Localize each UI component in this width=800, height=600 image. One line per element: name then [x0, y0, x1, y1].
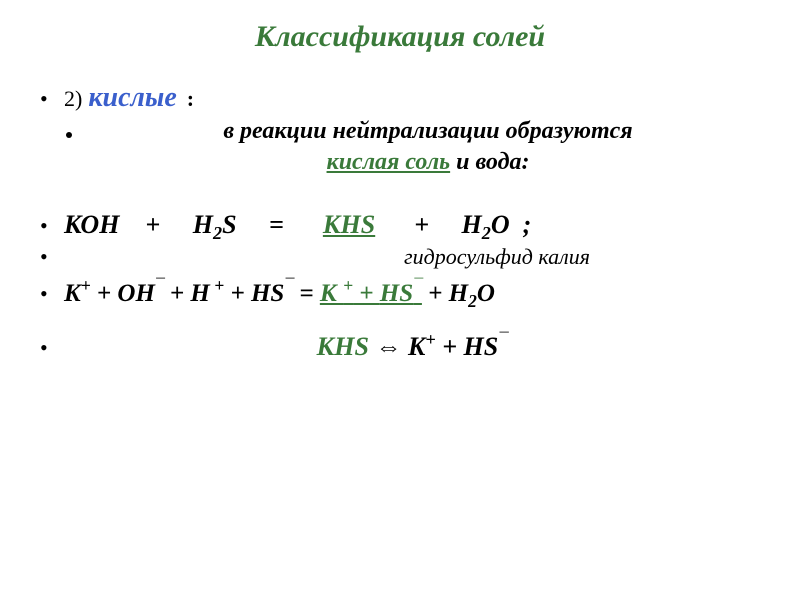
eq1-h2o-h: H: [462, 210, 482, 239]
eq2-plus4: +: [353, 280, 380, 307]
eq1-eq: =: [269, 210, 284, 239]
eq2-plus1: +: [91, 280, 118, 307]
eq1-s: S: [222, 210, 236, 239]
note-text: гидросульфид калия: [64, 244, 760, 270]
eq3-k: K: [408, 332, 425, 361]
eq2-k2: К: [320, 280, 343, 307]
eq1-koh: КОН: [64, 210, 119, 239]
eq3-plus: +: [436, 332, 464, 361]
eq2-k2-charge: +: [343, 276, 353, 296]
intro-water: и вода:: [450, 149, 529, 175]
eq3-arrow: ⇔: [369, 332, 408, 361]
section-number: 2): [64, 86, 82, 112]
eq2-plus5: +: [422, 280, 449, 307]
eq2-k-charge: +: [81, 276, 91, 296]
eq2-h: H: [190, 280, 209, 307]
equation-3: КНS ⇔ K+ + HS¯: [64, 332, 760, 362]
equation-1-line: • КОН + H2S = КНS + H2O ;: [40, 210, 760, 240]
intro-salt: кислая соль: [327, 149, 451, 175]
slide: Классификация солей • 2) кислые : в реак…: [0, 0, 800, 600]
note-line: • гидросульфид калия: [40, 244, 760, 270]
bullet-icon: •: [40, 213, 64, 239]
equation-1: КОН + H2S = КНS + H2O ;: [64, 210, 531, 240]
eq2-plus3: +: [224, 280, 251, 307]
eq1-semi: ;: [523, 210, 532, 239]
eq1-plus2: +: [414, 210, 429, 239]
intro-line-2: кислая соль и вода:: [40, 149, 760, 176]
bullet-icon: •: [40, 335, 64, 361]
eq1-h: H: [193, 210, 213, 239]
intro-text-2: кислая соль и вода:: [96, 149, 760, 176]
equation-2-line: • K+ + OH¯ + H + + HS¯ = К + + HS¯ + H2O: [40, 280, 760, 308]
intro-text-1: в реакции нейтрализации образуются: [96, 118, 760, 145]
eq2-hs2: HS: [380, 280, 413, 307]
section-colon: :: [187, 86, 194, 112]
bullet-icon: •: [40, 86, 64, 112]
eq3-k-charge: +: [425, 329, 435, 349]
eq1-h2o-sub: 2: [482, 223, 491, 243]
equation-3-line: • КНS ⇔ K+ + HS¯: [40, 332, 760, 362]
eq2-k: K: [64, 280, 81, 307]
sub-bullet-icon: [40, 132, 96, 138]
section-line: • 2) кислые :: [40, 82, 760, 114]
eq2-h-charge: +: [210, 276, 224, 296]
eq1-plus1: +: [145, 210, 160, 239]
equation-2: K+ + OH¯ + H + + HS¯ = К + + HS¯ + H2O: [64, 280, 495, 308]
eq1-khs: КНS: [323, 210, 375, 239]
eq1-h2o-o: O: [491, 210, 510, 239]
eq1-h2-sub: 2: [213, 223, 222, 243]
eq2-oh: OH: [117, 280, 155, 307]
eq2-hs-charge: ¯: [284, 276, 293, 296]
eq3-hs: HS: [464, 332, 499, 361]
slide-title: Классификация солей: [40, 20, 760, 54]
eq2-h2o-o: O: [477, 280, 495, 307]
eq2-hs2-charge: ¯: [413, 276, 422, 296]
section-label: кислые: [88, 82, 176, 114]
eq3-hs-charge: ¯: [498, 329, 507, 349]
eq2-h2o-h: H: [449, 280, 468, 307]
bullet-icon: •: [40, 281, 64, 307]
eq2-oh-charge: ¯: [155, 276, 164, 296]
eq2-plus2: +: [164, 280, 191, 307]
bullet-icon: •: [40, 244, 64, 270]
eq2-product-salt: К + + HS¯: [320, 280, 422, 307]
eq2-h2o-sub: 2: [468, 291, 477, 311]
eq3-khs: КНS: [317, 332, 369, 361]
intro-line-1: в реакции нейтрализации образуются: [40, 118, 760, 145]
eq2-eq: =: [293, 280, 320, 307]
eq2-hs: HS: [251, 280, 284, 307]
